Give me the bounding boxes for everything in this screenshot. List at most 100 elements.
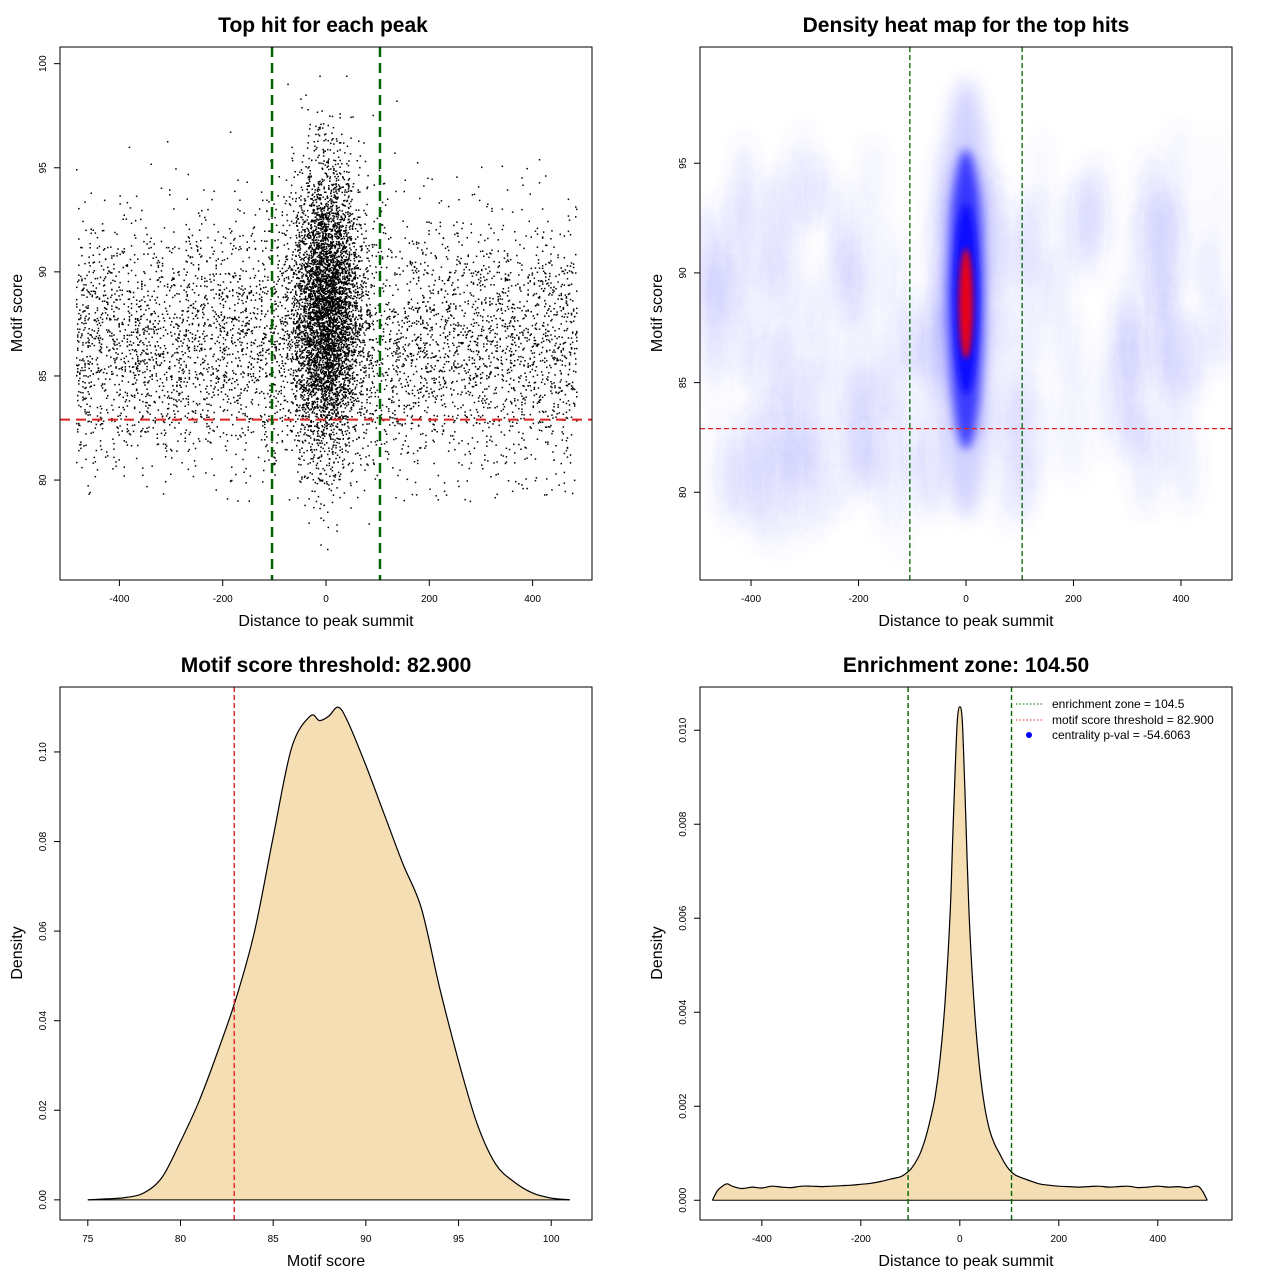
scatter-point [448,331,451,333]
scatter-point [89,375,91,377]
scatter-point [109,349,111,351]
scatter-point [403,348,405,350]
scatter-point [365,268,367,270]
scatter-point [409,261,412,264]
scatter-point [95,371,98,374]
scatter-point [229,242,232,245]
scatter-point [198,440,201,442]
scatter-point [304,360,306,363]
scatter-point [426,309,428,311]
scatter-point [566,327,569,330]
scatter-point [228,316,231,319]
scatter-point [162,334,165,337]
scatter-point [89,265,91,267]
scatter-point [169,368,171,370]
scatter-point [228,273,231,275]
scatter-point [573,347,576,350]
scatter-point [559,370,561,372]
scatter-point [81,255,83,257]
scatter-point [133,394,136,396]
scatter-point [506,278,509,281]
scatter-point [268,415,270,417]
scatter-point [178,293,180,295]
scatter-point [530,427,532,429]
scatter-point [432,292,434,295]
scatter-point [310,394,312,396]
scatter-point [171,397,173,399]
scatter-point [491,249,493,251]
scatter-point [132,366,135,368]
scatter-point [558,391,560,394]
scatter-point [137,370,139,372]
scatter-point [525,376,527,378]
scatter-point [241,330,243,332]
scatter-point [509,366,512,369]
scatter-point [116,233,118,235]
scatter-point [218,294,221,296]
scatter-point [366,294,368,296]
scatter-point [490,401,492,403]
scatter-point [424,410,426,412]
scatter-point [425,354,427,357]
scatter-point [489,407,491,409]
scatter-point [511,325,514,327]
scatter-point [94,337,97,340]
scatter-point [488,256,490,259]
scatter-point [134,382,137,384]
scatter-point [537,297,540,299]
scatter-point [247,374,249,377]
scatter-point [146,365,148,368]
scatter-point [116,338,118,341]
scatter-point [173,404,175,406]
scatter-point [508,279,511,281]
scatter-point [244,332,246,335]
scatter-point [431,391,433,393]
scatter-point [360,341,362,344]
scatter-point [485,337,487,339]
scatter-point [447,304,450,307]
scatter-point [84,364,86,366]
scatter-point [419,388,421,390]
scatter-point [545,175,547,177]
scatter-point [299,404,301,407]
scatter-point [399,423,401,425]
scatter-point [481,301,483,304]
scatter-point [413,322,416,324]
scatter-point [341,237,343,240]
scatter-point [237,399,239,401]
scatter-point [206,397,208,399]
scatter-point [481,303,483,305]
scatter-point [542,231,545,233]
scatter-point [527,282,529,284]
scatter-point [271,217,273,219]
scatter-point [463,291,465,294]
scatter-point [546,244,548,247]
scatter-point [538,295,541,298]
scatter-point [398,399,400,402]
scatter-point [313,382,316,384]
scatter-point [368,376,370,378]
scatter-point [256,361,259,364]
scatter-point [439,334,442,336]
scatter-point [378,363,381,366]
scatter-point [177,340,179,343]
scatter-point [190,247,193,249]
scatter-point [267,276,269,278]
scatter-point [568,404,571,406]
scatter-point [208,432,210,434]
scatter-point [421,249,423,251]
scatter-point [215,267,217,270]
scatter-point [140,218,142,221]
scatter-point [305,358,307,360]
scatter-point [420,416,422,418]
scatter-point [192,318,195,320]
scatter-point [383,182,386,185]
scatter-point [458,333,460,336]
scatter-point [155,270,158,273]
scatter-point [204,280,206,283]
scatter-point [246,316,248,318]
scatter-point [110,365,112,367]
scatter-point [257,379,260,382]
scatter-point [549,292,551,295]
scatter-point [134,374,137,376]
